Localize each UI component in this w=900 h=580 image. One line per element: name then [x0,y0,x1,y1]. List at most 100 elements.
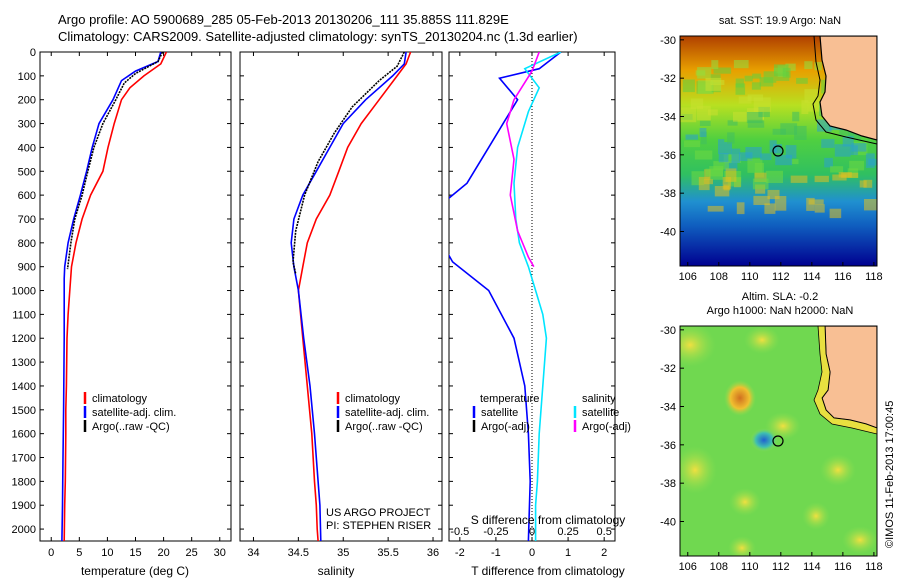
sst-map-axes: 106 108 110 112 114 116 118 -30 -32 -34 -36 -38 -40 [660,35,883,283]
x-tick-label: 35.5 [377,547,398,559]
salinity-xlabel: salinity [318,564,355,578]
x-tick-label: 35 [337,547,349,559]
sst-patch [700,131,707,145]
sst-patch [685,134,699,140]
temperature-axes: 0 5 10 15 20 25 300100200300400500600700800900… [12,47,231,559]
sst-patch [731,148,741,163]
series-line-argo-adj- [505,52,540,268]
x-tick-label: 15 [129,547,141,559]
sst-patch [727,120,738,126]
sst-patch [713,161,729,170]
x-tick-label: 34 [247,547,259,559]
lat-tick-label: -30 [660,35,676,47]
sst-patch [707,109,718,116]
sla-map-subtitle: Argo h1000: NaN h2000: NaN [707,305,854,317]
sst-patch [736,202,745,215]
sst-patch [807,102,826,112]
x-tick-label: 25 [186,547,198,559]
x-tick-label: 34.5 [288,547,309,559]
lat-tick-label: -36 [660,150,676,162]
sla-blob [728,536,756,556]
y-tick-label: 600 [18,190,36,202]
sst-patch [839,127,849,135]
sst-patch [814,204,825,213]
series-line-climatology [297,52,412,541]
sst-patch [814,175,829,183]
lat-tick-label: -32 [660,73,676,85]
sst-patch [680,107,697,123]
y-tick-label: 100 [18,71,36,83]
sst-patch [773,144,783,154]
y-tick-label: 1300 [12,357,36,369]
salinity-panel-frame [239,51,443,542]
sst-patch [753,195,770,205]
sst-patch [808,199,824,205]
project-annotation: US ARGO PROJECT [326,507,431,519]
sst-patch [751,82,761,90]
temperature-panel-frame [39,51,232,542]
sst-patch [690,98,704,109]
y-tick-label: 300 [18,119,36,131]
sst-patch [696,105,711,121]
lon-tick-label: 118 [865,271,883,283]
sst-patch [790,175,808,183]
x-tick-label: 30 [214,547,226,559]
s-difference-label: S difference from climatology [471,513,626,527]
legend-label-satellite: satellite-adj. clim. [92,407,176,419]
argo-position-marker [772,435,784,447]
lat-tick-label: -34 [660,402,676,414]
difference-panel-frame [448,51,616,542]
sst-patch [698,176,710,191]
lat-tick-label: -38 [660,188,676,200]
y-tick-label: 500 [18,166,36,178]
y-tick-label: 1900 [12,500,36,512]
sst-patch [746,112,763,124]
sla-blob [724,380,756,416]
s-tick-label: -0.25 [483,526,508,538]
salinity-series [290,52,412,541]
lon-tick-label: 116 [834,561,852,573]
sst-patch [722,177,732,190]
salinity-axes: 34 34.5 35 35.5 36 [240,51,442,559]
sst-patch [733,111,748,122]
argo-position-marker [772,145,784,157]
legend-label-climatology: climatology [345,393,401,405]
y-tick-label: 1600 [12,429,36,441]
sst-patch [794,125,807,140]
sst-patch [792,111,800,122]
lon-tick-label: 112 [772,561,790,573]
series-line-argo-raw-qc- [66,52,164,270]
legend-label-argo: Argo(..raw -QC) [92,421,170,433]
sst-patch [796,77,808,84]
sst-map-frame [679,35,878,267]
lon-tick-label: 110 [741,561,759,573]
sst-patch [759,77,774,87]
y-tick-label: 0 [30,47,36,59]
y-tick-label: 2000 [12,524,36,536]
series-line-satellite-adj-clim- [61,52,162,541]
sst-patch [699,120,711,126]
sla-map-frame [679,325,878,557]
sst-patch [747,120,765,128]
sst-patch [859,180,867,188]
sla-blob [750,428,778,452]
sst-patch [752,73,762,79]
x-tick-label: 0 [48,547,54,559]
y-tick-label: 1700 [12,453,36,465]
australia-land [819,36,877,141]
sst-patch [738,96,752,104]
sst-patch [832,174,847,181]
sst-patch [764,203,776,214]
sla-blob [744,326,780,354]
temperature-series [61,52,168,541]
sst-patch [804,89,819,103]
sst-patch [725,168,737,182]
y-tick-label: 200 [18,95,36,107]
x-tick-label: 2 [601,547,607,559]
sst-patch [682,79,695,93]
sst-patch [804,61,813,70]
sst-patch [695,70,706,76]
temperature-legend: climatology satellite-adj. clim. Argo(..… [83,392,176,433]
legend-label-satellite: satellite-adj. clim. [345,407,429,419]
s-tick-label: 0 [529,526,535,538]
